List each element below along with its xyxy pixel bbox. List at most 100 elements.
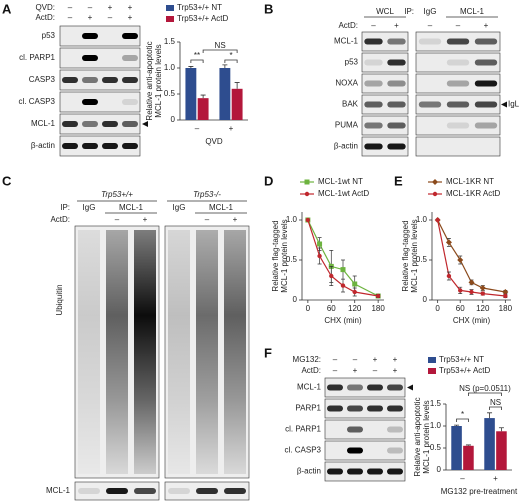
membrane bbox=[324, 461, 406, 482]
marker bbox=[479, 285, 486, 291]
band bbox=[122, 33, 138, 39]
condition-mark: – bbox=[456, 21, 461, 30]
marker bbox=[435, 217, 440, 223]
band bbox=[327, 405, 343, 412]
condition-mark: – bbox=[333, 355, 338, 364]
band bbox=[134, 488, 156, 494]
significance-bracket bbox=[190, 59, 204, 63]
y-tick-label: 0 bbox=[437, 465, 442, 474]
x-axis-label: QVD bbox=[205, 137, 223, 146]
band bbox=[387, 143, 406, 150]
blot-label: MCL-1 bbox=[297, 383, 322, 392]
band bbox=[446, 80, 470, 87]
marker bbox=[446, 273, 452, 279]
band bbox=[387, 405, 403, 412]
panel-letter: E bbox=[394, 173, 403, 188]
condition-mark: – bbox=[428, 21, 433, 30]
bar bbox=[451, 426, 462, 470]
panel-letter: A bbox=[2, 1, 12, 16]
condition-mark: – bbox=[108, 13, 113, 22]
blot-label: PARP1 bbox=[295, 404, 321, 413]
marker bbox=[305, 217, 311, 223]
x-tick-label: + bbox=[229, 124, 234, 133]
legend-marker bbox=[432, 179, 438, 185]
x-tick-label: 0 bbox=[306, 304, 311, 313]
x-tick-label: + bbox=[493, 474, 498, 483]
band bbox=[474, 38, 498, 45]
series-line bbox=[437, 219, 506, 297]
marker bbox=[317, 253, 322, 259]
legend-swatch bbox=[428, 368, 436, 374]
band bbox=[62, 77, 78, 83]
membrane bbox=[415, 73, 501, 94]
blot-label: MCL-1 bbox=[334, 37, 359, 46]
marker bbox=[458, 288, 463, 293]
annotation: NS (p=0.0511) bbox=[459, 384, 511, 393]
band bbox=[387, 384, 403, 391]
band bbox=[82, 143, 98, 149]
x-tick-label: 60 bbox=[327, 304, 336, 313]
legend-swatch bbox=[166, 16, 174, 22]
condition-mark: + bbox=[128, 3, 133, 12]
band bbox=[446, 38, 470, 45]
band bbox=[418, 101, 442, 108]
annotation: * bbox=[229, 51, 232, 60]
condition-mark: + bbox=[393, 355, 398, 364]
significance-bracket bbox=[456, 418, 469, 422]
significance-bracket bbox=[224, 59, 238, 63]
band bbox=[474, 101, 498, 108]
blot-label: p53 bbox=[42, 31, 56, 40]
y-tick-label: 0.5 bbox=[164, 89, 176, 98]
blot-label: cl. PARP1 bbox=[19, 53, 55, 62]
band bbox=[196, 488, 218, 494]
blot-label: MCL-1 bbox=[31, 119, 56, 128]
y-tick-label: 0.5 bbox=[416, 255, 428, 264]
condition-mark: – bbox=[205, 215, 210, 224]
marker bbox=[468, 279, 475, 286]
membrane bbox=[415, 136, 501, 157]
membrane bbox=[415, 115, 501, 136]
series-line bbox=[307, 219, 379, 297]
marker bbox=[340, 283, 346, 288]
band bbox=[82, 77, 98, 83]
condition-label: IP: bbox=[60, 203, 70, 212]
band bbox=[367, 468, 383, 475]
band bbox=[387, 101, 406, 108]
condition-mark: – bbox=[115, 215, 120, 224]
arrow bbox=[501, 101, 507, 108]
condition-mark: – bbox=[68, 13, 73, 22]
y-tick-label: 1.0 bbox=[430, 421, 442, 430]
condition-mark: + bbox=[108, 3, 113, 12]
x-tick-label: – bbox=[195, 124, 200, 133]
genotype: Trp53-/- bbox=[193, 190, 221, 199]
x-tick-label: 60 bbox=[456, 304, 465, 313]
marker bbox=[502, 289, 509, 295]
blot-label: MCL-1 bbox=[46, 486, 71, 495]
panel-letter: B bbox=[264, 1, 273, 16]
x-tick-label: 0 bbox=[435, 304, 440, 313]
y-tick-label: 0 bbox=[171, 115, 176, 124]
bar bbox=[197, 98, 209, 120]
band bbox=[327, 468, 343, 475]
band bbox=[78, 488, 100, 494]
ip-label: IgG bbox=[83, 203, 96, 212]
legend-marker bbox=[432, 191, 438, 197]
y-tick-label: 1.0 bbox=[286, 215, 298, 224]
band bbox=[446, 122, 470, 129]
band bbox=[387, 426, 403, 433]
y-axis-label: Relative flag-tagged bbox=[271, 220, 280, 291]
legend-swatch bbox=[428, 357, 436, 363]
band bbox=[224, 488, 246, 494]
error-bar bbox=[498, 427, 504, 432]
band bbox=[446, 59, 470, 66]
panel-letter: D bbox=[264, 173, 273, 188]
band bbox=[122, 121, 138, 127]
significance-bracket bbox=[202, 49, 238, 53]
y-tick-label: 0.5 bbox=[286, 255, 298, 264]
x-axis-label: CHX (min) bbox=[324, 316, 362, 325]
x-tick-label: 180 bbox=[371, 304, 385, 313]
genotype: Trp53+/+ bbox=[101, 190, 133, 199]
membrane bbox=[361, 52, 409, 73]
smear bbox=[224, 230, 246, 474]
membrane bbox=[324, 419, 406, 440]
